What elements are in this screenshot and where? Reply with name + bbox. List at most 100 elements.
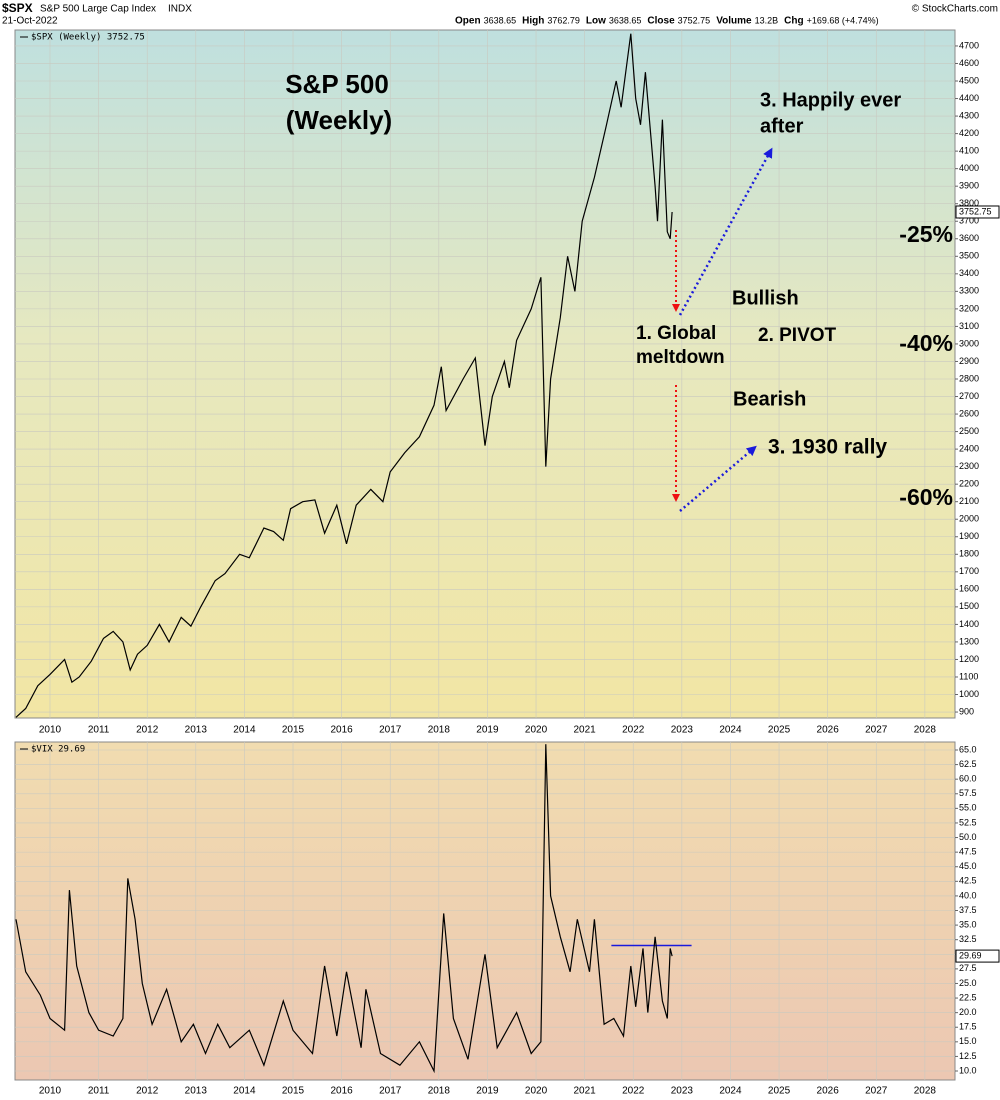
- x-tick-label: 2010: [39, 725, 62, 736]
- x-tick-label: 2024: [719, 725, 742, 736]
- x-tick-label: 2015: [282, 725, 305, 736]
- y-tick-label: 52.5: [959, 817, 977, 827]
- y-tick-label: 3600: [959, 233, 979, 243]
- x-tick-label: 2013: [185, 1086, 208, 1097]
- y-tick-label: 1800: [959, 549, 979, 559]
- y-tick-label: 25.0: [959, 978, 977, 988]
- y-tick-label: 62.5: [959, 759, 977, 769]
- y-tick-label: 12.5: [959, 1051, 977, 1061]
- series-line: [15, 744, 673, 1074]
- quote-value: 3638.65: [484, 15, 517, 25]
- series-line: [15, 33, 673, 718]
- quote-value: 3638.65: [609, 15, 642, 25]
- copyright: © StockCharts.com: [912, 4, 998, 15]
- x-tick-label: 2015: [282, 1086, 305, 1097]
- y-tick-label: 3900: [959, 181, 979, 191]
- y-tick-label: 57.5: [959, 788, 977, 798]
- x-tick-label: 2020: [525, 725, 548, 736]
- y-tick-label: 3300: [959, 286, 979, 296]
- y-tick-label: 2400: [959, 443, 979, 453]
- last-value-label: 29.69: [959, 950, 982, 960]
- x-tick-label: 2017: [379, 725, 402, 736]
- price-panel: [14, 29, 956, 719]
- y-tick-label: 1300: [959, 636, 979, 646]
- legend-label: $SPX (Weekly) 3752.75: [31, 33, 145, 43]
- y-tick-label: 37.5: [959, 905, 977, 915]
- x-tick-label: 2021: [574, 725, 597, 736]
- annotation: -40%: [899, 330, 953, 356]
- y-tick-label: 50.0: [959, 832, 977, 842]
- y-tick-label: 47.5: [959, 847, 977, 857]
- quote-label: Low: [586, 16, 606, 27]
- y-tick-label: 55.0: [959, 803, 977, 813]
- y-tick-label: 4300: [959, 110, 979, 120]
- y-tick-label: 2100: [959, 496, 979, 506]
- x-tick-label: 2019: [476, 725, 499, 736]
- header: $SPX S&P 500 Large Cap Index INDX 21-Oct…: [2, 1, 998, 26]
- y-tick-label: 2800: [959, 373, 979, 383]
- annotation: Bearish: [733, 388, 806, 410]
- x-tick-label: 2012: [136, 1086, 159, 1097]
- quote-value: 3762.79: [547, 15, 580, 25]
- y-tick-label: 2000: [959, 514, 979, 524]
- x-tick-label: 2025: [768, 725, 791, 736]
- y-tick-label: 2500: [959, 426, 979, 436]
- y-tick-label: 2600: [959, 408, 979, 418]
- x-tick-label: 2017: [379, 1086, 402, 1097]
- date: 21-Oct-2022: [2, 16, 58, 27]
- x-tick-label: 2016: [330, 725, 353, 736]
- y-tick-label: 1200: [959, 654, 979, 664]
- y-tick-label: 3800: [959, 198, 979, 208]
- y-tick-label: 4200: [959, 128, 979, 138]
- x-tick-label: 2026: [817, 725, 840, 736]
- x-tick-label: 2021: [574, 1086, 597, 1097]
- y-tick-label: 4700: [959, 40, 979, 50]
- y-tick-label: 4100: [959, 145, 979, 155]
- x-tick-label: 2022: [622, 725, 645, 736]
- x-tick-label: 2018: [428, 1086, 451, 1097]
- y-tick-label: 22.5: [959, 992, 977, 1002]
- symbol-name: S&P 500 Large Cap Index: [40, 4, 156, 15]
- quote-label: Volume: [716, 16, 752, 27]
- legend-label: $VIX 29.69: [31, 745, 85, 755]
- y-tick-label: 1600: [959, 584, 979, 594]
- y-tick-label: 2700: [959, 391, 979, 401]
- exchange: INDX: [168, 4, 192, 15]
- y-tick-label: 2900: [959, 356, 979, 366]
- y-tick-label: 45.0: [959, 861, 977, 871]
- x-tick-label: 2014: [233, 725, 256, 736]
- last-value-label: 3752.75: [959, 206, 992, 216]
- quote-label: High: [522, 16, 544, 27]
- quote-label: Chg: [784, 16, 803, 27]
- x-tick-label: 2011: [88, 1086, 110, 1097]
- quote-value: 3752.75: [678, 15, 711, 25]
- y-tick-label: 35.0: [959, 919, 977, 929]
- y-tick-label: 2300: [959, 461, 979, 471]
- y-tick-label: 4600: [959, 58, 979, 68]
- quote-label: Open: [455, 16, 481, 27]
- y-tick-label: 1100: [959, 671, 978, 681]
- annotation: 1. Global: [636, 323, 716, 344]
- annotation: 3. 1930 rally: [768, 436, 887, 459]
- y-tick-label: 3200: [959, 303, 979, 313]
- y-tick-label: 40.0: [959, 890, 977, 900]
- x-tick-label: 2013: [185, 725, 208, 736]
- x-tick-label: 2027: [865, 725, 888, 736]
- arrow: [679, 445, 757, 512]
- y-tick-label: 3700: [959, 216, 979, 226]
- y-tick-label: 4400: [959, 93, 979, 103]
- y-tick-label: 4500: [959, 75, 979, 85]
- arrows: [672, 147, 773, 512]
- y-tick-label: 4000: [959, 163, 979, 173]
- y-tick-label: 900: [959, 706, 974, 716]
- annotation: S&P 500: [285, 69, 389, 99]
- quote-value: 13.2B: [755, 15, 779, 25]
- x-tick-label: 2010: [39, 1086, 62, 1097]
- x-tick-label: 2022: [622, 1086, 645, 1097]
- x-tick-label: 2019: [476, 1086, 499, 1097]
- x-tick-label: 2027: [865, 1086, 888, 1097]
- annotation: 3. Happily ever: [760, 89, 901, 111]
- y-tick-label: 60.0: [959, 774, 977, 784]
- x-tick-label: 2018: [428, 725, 451, 736]
